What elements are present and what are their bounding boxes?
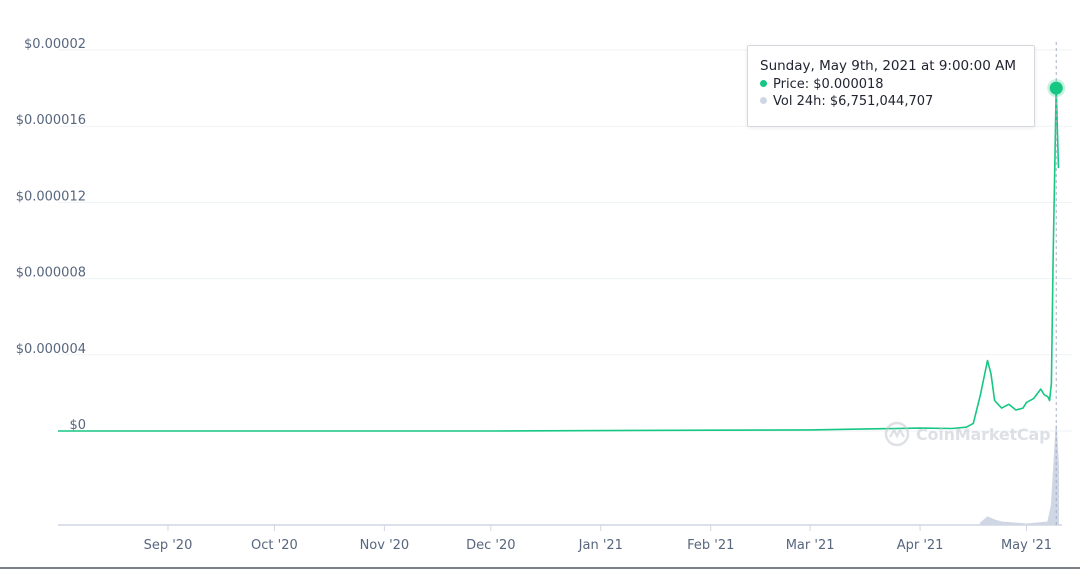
coinmarketcap-watermark: CoinMarketCap <box>884 419 1054 449</box>
grid-lines <box>58 49 1072 526</box>
bottom-divider <box>0 567 1080 569</box>
price-dot-icon <box>760 80 767 87</box>
y-axis-ticks: $0 $0.000004 $0.000008 $0.000012 $0.000016 $0… <box>16 37 86 433</box>
hover-indicator <box>1047 42 1066 525</box>
volume-series-area <box>979 424 1059 526</box>
x-tick-label: Oct '20 <box>251 538 298 553</box>
y-tick-label: $0 <box>69 418 86 433</box>
volume-dot-icon <box>760 97 767 104</box>
x-tick-label: May '21 <box>1001 538 1052 553</box>
y-tick-label: $0.00002 <box>24 37 86 52</box>
price-series-line <box>58 87 1060 432</box>
price-series <box>58 87 1060 432</box>
y-tick-label: $0.000008 <box>16 266 86 281</box>
chart-tooltip: Sunday, May 9th, 2021 at 9:00:00 AM Pric… <box>747 45 1035 127</box>
x-tick-label: Apr '21 <box>897 538 944 553</box>
x-tick-label: Dec '20 <box>466 538 515 553</box>
x-tick-label: Mar '21 <box>786 538 835 553</box>
x-tick-label: Jan '21 <box>578 538 623 553</box>
watermark-text: CoinMarketCap <box>916 424 1051 444</box>
hover-point <box>1049 81 1063 95</box>
tooltip-volume-label: Vol 24h: <box>773 94 826 109</box>
tooltip-price-label: Price: <box>773 77 810 92</box>
y-tick-label: $0.000012 <box>16 189 86 204</box>
tooltip-price-row: Price: $0.000018 <box>760 76 1022 93</box>
coinmarketcap-logo-icon <box>884 421 910 447</box>
x-tick-label: Sep '20 <box>144 538 193 553</box>
tooltip-price-value: $0.000018 <box>813 77 884 92</box>
x-tick-label: Feb '21 <box>687 538 734 553</box>
tooltip-volume-value: $6,751,044,707 <box>829 94 934 109</box>
y-tick-label: $0.000004 <box>16 342 86 357</box>
x-axis-ticks: Sep '20 Oct '20 Nov '20 Dec '20 Jan '21 Feb '… <box>144 525 1052 553</box>
tooltip-title: Sunday, May 9th, 2021 at 9:00:00 AM <box>760 58 1017 74</box>
x-tick-label: Nov '20 <box>360 538 410 553</box>
volume-area <box>979 424 1059 526</box>
tooltip-volume-row: Vol 24h: $6,751,044,707 <box>760 93 1022 110</box>
y-tick-label: $0.000016 <box>16 113 86 128</box>
